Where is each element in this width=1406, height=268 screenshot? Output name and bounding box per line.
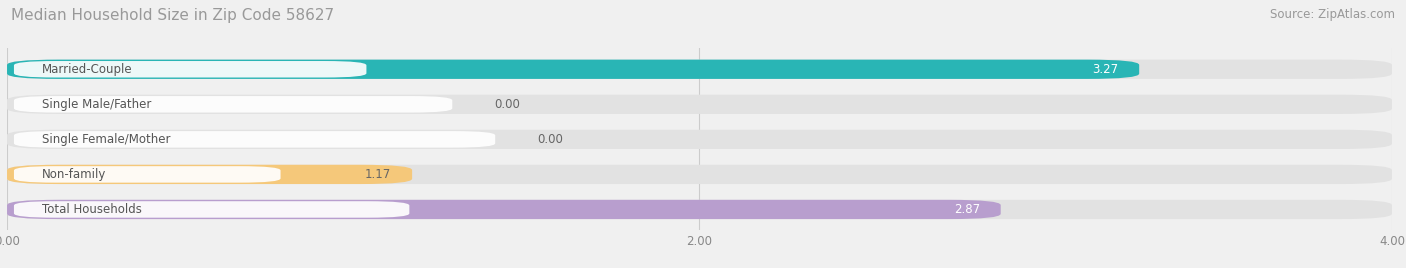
- FancyBboxPatch shape: [7, 200, 1392, 219]
- Text: Source: ZipAtlas.com: Source: ZipAtlas.com: [1270, 8, 1395, 21]
- Text: Total Households: Total Households: [42, 203, 142, 216]
- FancyBboxPatch shape: [14, 131, 495, 148]
- FancyBboxPatch shape: [7, 200, 1001, 219]
- FancyBboxPatch shape: [14, 96, 453, 113]
- Text: Married-Couple: Married-Couple: [42, 63, 132, 76]
- FancyBboxPatch shape: [7, 165, 1392, 184]
- FancyBboxPatch shape: [14, 201, 409, 218]
- Text: 1.17: 1.17: [366, 168, 391, 181]
- FancyBboxPatch shape: [7, 165, 412, 184]
- FancyBboxPatch shape: [7, 130, 1392, 149]
- FancyBboxPatch shape: [14, 61, 367, 77]
- FancyBboxPatch shape: [7, 59, 1392, 79]
- Text: Single Female/Mother: Single Female/Mother: [42, 133, 170, 146]
- Text: Median Household Size in Zip Code 58627: Median Household Size in Zip Code 58627: [11, 8, 335, 23]
- FancyBboxPatch shape: [7, 59, 1139, 79]
- FancyBboxPatch shape: [14, 166, 281, 183]
- Text: Single Male/Father: Single Male/Father: [42, 98, 150, 111]
- FancyBboxPatch shape: [7, 95, 1392, 114]
- Text: 2.87: 2.87: [953, 203, 980, 216]
- Text: 3.27: 3.27: [1092, 63, 1118, 76]
- Text: 0.00: 0.00: [494, 98, 520, 111]
- Text: 0.00: 0.00: [537, 133, 562, 146]
- Text: Non-family: Non-family: [42, 168, 105, 181]
